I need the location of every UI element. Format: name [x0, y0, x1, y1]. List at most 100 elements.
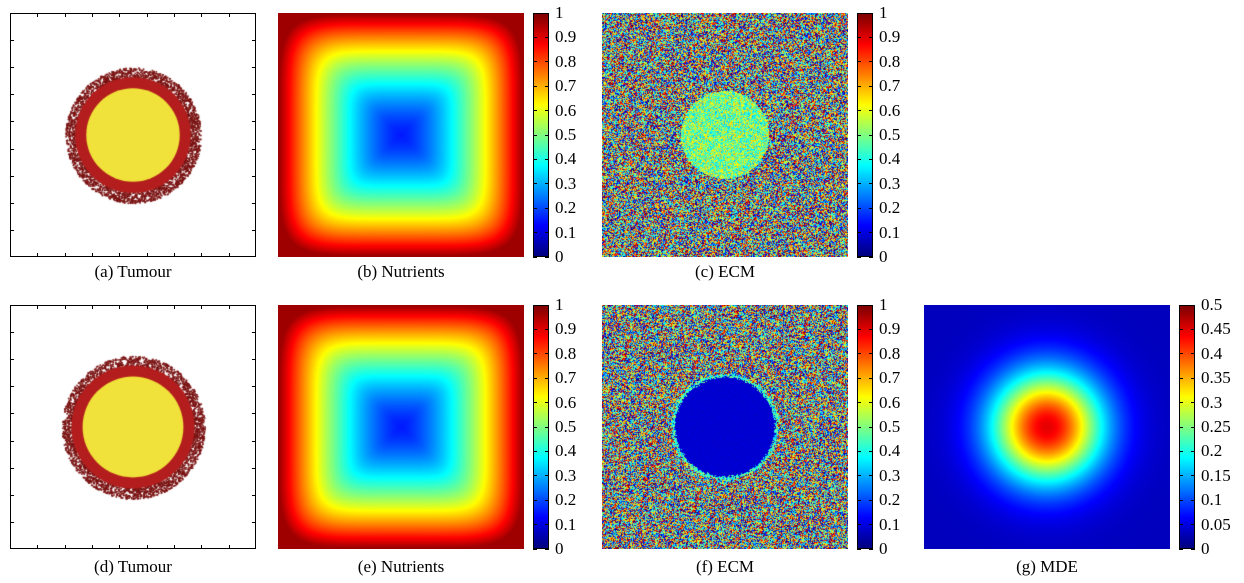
colorbar-tick-label: 0.3	[555, 173, 577, 193]
colorbar-tick-label: 0.7	[555, 368, 577, 388]
colorbar-tick	[545, 110, 549, 112]
colorbar-tick	[545, 85, 549, 87]
colorbar-tick	[869, 328, 873, 330]
colorbar-tick	[533, 450, 537, 452]
colorbar-tick	[533, 475, 537, 477]
colorbar-tick	[1179, 328, 1183, 330]
colorbar-tick	[545, 450, 549, 452]
colorbar-tick	[1191, 402, 1195, 404]
caption-c: (c) ECM	[695, 262, 755, 281]
colorbar-tick	[857, 134, 861, 136]
plot-frame	[10, 305, 256, 549]
colorbar-tick	[869, 61, 873, 63]
colorbar-tick	[869, 402, 873, 404]
colorbar-tick	[857, 450, 861, 452]
colorbar-tick-label: 0.8	[555, 343, 577, 363]
caption-f: (f) ECM	[695, 557, 755, 576]
colorbar-tick	[869, 475, 873, 477]
colorbar-tick	[1191, 328, 1195, 330]
colorbar-tick	[533, 548, 537, 550]
colorbar-tick	[857, 12, 861, 14]
colorbar-tick	[857, 110, 861, 112]
colorbar-tick	[533, 183, 537, 185]
colorbar-tick-label: 0.45	[1201, 319, 1231, 339]
colorbar-tick	[1179, 475, 1183, 477]
colorbar-tick-label: 0.8	[879, 343, 901, 363]
axis-tick	[228, 13, 230, 17]
axis-tick	[10, 386, 14, 388]
axis-tick	[174, 253, 175, 257]
axis-tick	[92, 545, 93, 549]
colorbar-tick-label: 0.4	[1201, 343, 1223, 363]
colorbar-tick	[533, 524, 537, 526]
colorbar-tick	[869, 499, 873, 501]
plot-frame	[10, 13, 256, 257]
colorbar-tick-label: 0.25	[1201, 417, 1231, 436]
caption-d: (d) Tumour	[94, 557, 172, 576]
axis-tick	[252, 467, 256, 469]
mde-map	[924, 305, 1170, 549]
colorbar-tick-label: 0.3	[879, 465, 901, 485]
nutrients-map	[278, 305, 524, 549]
axis-tick	[252, 494, 256, 496]
colorbar-tick	[545, 256, 549, 258]
colorbar-tick	[533, 85, 537, 87]
colorbar-tick	[1191, 499, 1195, 501]
colorbar-tick	[869, 158, 873, 160]
colorbar-tick-label: 0	[879, 539, 888, 558]
colorbar-tick-label: 0.2	[555, 490, 577, 510]
colorbar-tick	[545, 183, 549, 185]
tumour-map	[10, 13, 256, 257]
colorbar-tick	[857, 499, 861, 501]
colorbar-tick	[545, 61, 549, 63]
axis-tick	[64, 545, 66, 549]
axis-tick	[119, 253, 121, 257]
colorbar-tick-label: 0.4	[879, 441, 901, 461]
colorbar-tick-label: 0.5	[879, 417, 901, 436]
axis-tick	[37, 13, 39, 17]
colorbar-tick-label: 0.5	[1201, 295, 1223, 314]
colorbar-tick-label: 0.6	[879, 100, 901, 120]
colorbar-tick	[533, 499, 537, 501]
axis-tick	[252, 148, 256, 150]
axis-tick	[64, 305, 66, 309]
colorbar-tick	[857, 548, 861, 550]
caption-b: (b) Nutrients	[357, 262, 445, 281]
colorbar-tick-label: 0	[555, 539, 564, 558]
axis-tick	[64, 13, 66, 17]
colorbar-tick	[1179, 548, 1183, 550]
colorbar-tick	[1191, 304, 1195, 306]
axis-tick	[146, 305, 148, 309]
colorbar-tick	[869, 426, 873, 428]
colorbar-tick-label: 0.2	[879, 490, 901, 510]
axis-tick	[10, 94, 14, 96]
axis-tick	[252, 521, 256, 523]
colorbar-tick-label: 0.7	[879, 76, 901, 96]
axis-tick	[119, 305, 121, 309]
colorbar-tick	[1179, 499, 1183, 501]
colorbar-tick	[857, 377, 861, 379]
colorbar-tick-label: 0.3	[1201, 392, 1223, 412]
axis-tick	[10, 229, 14, 231]
colorbar-tick-label: 0.1	[879, 514, 901, 534]
colorbar-tick-label: 0.1	[879, 222, 901, 242]
colorbar-tick	[1191, 426, 1195, 428]
colorbar-tick-label: 0.9	[555, 27, 577, 47]
colorbar-tick	[545, 499, 549, 501]
colorbar-tick	[545, 328, 549, 330]
axis-tick	[174, 545, 175, 549]
colorbar-tick	[1191, 450, 1195, 452]
colorbar-tick	[857, 304, 861, 306]
colorbar-tick	[533, 134, 537, 136]
colorbar-tick	[545, 232, 549, 234]
colorbar-tick	[869, 524, 873, 526]
colorbar-tick	[857, 183, 861, 185]
colorbar-tick-label: 0.9	[879, 319, 901, 339]
colorbar-tick	[533, 36, 537, 38]
colorbar-tick	[533, 426, 537, 428]
axis-tick	[201, 253, 203, 257]
colorbar-tick	[857, 256, 861, 258]
axis-tick	[92, 305, 93, 309]
colorbar-tick	[1179, 426, 1183, 428]
colorbar-tick	[545, 304, 549, 306]
